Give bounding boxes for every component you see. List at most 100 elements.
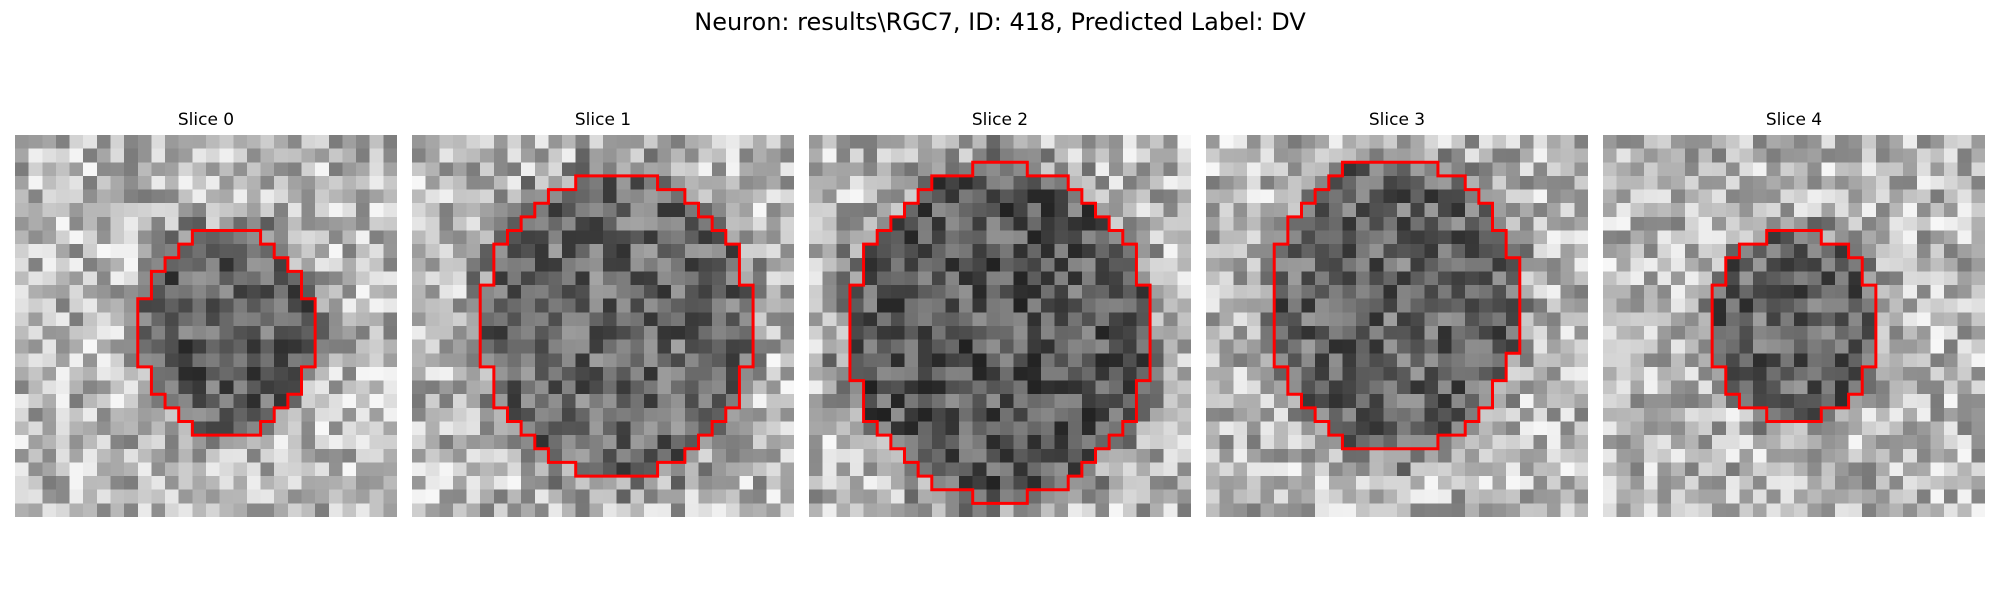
slice-pixel bbox=[301, 503, 316, 517]
slice-pixel bbox=[342, 421, 357, 436]
slice-pixel bbox=[315, 366, 330, 381]
slice-pixel bbox=[1957, 353, 1972, 368]
slice-pixel bbox=[28, 394, 43, 409]
slice-pixel bbox=[507, 271, 522, 286]
slice-pixel bbox=[548, 298, 563, 313]
slice-pixel bbox=[1930, 257, 1945, 272]
slice-pixel bbox=[315, 285, 330, 299]
slice-pixel bbox=[1753, 285, 1767, 299]
slice-pixel bbox=[836, 462, 851, 477]
slice-pixel bbox=[698, 244, 713, 259]
slice-pixel bbox=[1260, 366, 1275, 381]
slice-pixel bbox=[412, 435, 426, 450]
slice-pixel bbox=[301, 435, 316, 450]
slice-pixel bbox=[1233, 489, 1248, 504]
slice-pixel bbox=[1397, 271, 1411, 286]
slice-pixel bbox=[206, 339, 220, 354]
slice-pixel bbox=[1766, 448, 1781, 463]
slice-pixel bbox=[780, 257, 794, 272]
slice-pixel bbox=[1630, 366, 1645, 381]
slice-pixel bbox=[822, 285, 837, 299]
slice-pixel bbox=[1274, 366, 1289, 381]
slice-pixel bbox=[780, 435, 794, 450]
slice-pixel bbox=[1875, 489, 1890, 504]
slice-pixel bbox=[931, 407, 946, 422]
slice-pixel bbox=[725, 285, 740, 299]
slice-pixel bbox=[904, 271, 919, 286]
slice-pixel bbox=[1807, 135, 1822, 149]
slice-pixel bbox=[206, 135, 220, 149]
slice-pixel bbox=[1040, 407, 1055, 422]
slice-panel-2: Slice 2 bbox=[809, 105, 1191, 520]
slice-pixel bbox=[1465, 435, 1480, 450]
slice-pixel bbox=[904, 476, 919, 490]
slice-pixel bbox=[192, 476, 207, 490]
slice-pixel bbox=[1437, 394, 1452, 409]
slice-pixel bbox=[684, 421, 699, 436]
slice-pixel bbox=[1301, 394, 1316, 409]
slice-pixel bbox=[1916, 366, 1931, 381]
slice-pixel bbox=[1274, 312, 1289, 327]
slice-pixel bbox=[1122, 216, 1137, 231]
slice-pixel bbox=[521, 394, 536, 409]
slice-pixel bbox=[1206, 203, 1220, 218]
slice-pixel bbox=[1930, 503, 1945, 517]
slice-pixel bbox=[1643, 489, 1658, 504]
slice-pixel bbox=[1177, 216, 1191, 231]
slice-pixel bbox=[739, 353, 754, 368]
slice-pixel bbox=[753, 435, 767, 450]
slice-pixel bbox=[643, 271, 658, 286]
slice-pixel bbox=[1753, 203, 1767, 218]
slice-pixel bbox=[1671, 216, 1686, 231]
slice-pixel bbox=[1903, 435, 1918, 450]
slice-pixel bbox=[246, 421, 261, 436]
slice-pixel bbox=[274, 189, 289, 204]
slice-pixel bbox=[1821, 148, 1836, 163]
slice-pixel bbox=[1054, 312, 1069, 327]
slice-pixel bbox=[260, 448, 275, 463]
slice-pixel bbox=[1916, 175, 1931, 190]
slice-pixel bbox=[165, 298, 179, 313]
slice-pixel bbox=[657, 216, 672, 231]
slice-pixel bbox=[137, 421, 152, 436]
slice-pixel bbox=[766, 421, 781, 436]
slice-pixel bbox=[1547, 339, 1561, 354]
slice-pixel bbox=[1698, 285, 1713, 299]
slice-pixel bbox=[575, 244, 590, 259]
slice-pixel bbox=[137, 189, 152, 204]
slice-pixel bbox=[1287, 230, 1302, 245]
slice-pixel bbox=[671, 448, 686, 463]
slice-pixel bbox=[1410, 462, 1425, 477]
slice-pixel bbox=[603, 489, 617, 504]
slice-pixel bbox=[1163, 135, 1178, 149]
slice-pixel bbox=[1122, 312, 1137, 327]
slice-pixel bbox=[1150, 203, 1164, 218]
slice-pixel bbox=[698, 271, 713, 286]
slice-pixel bbox=[1766, 353, 1781, 368]
slice-pixel bbox=[1109, 175, 1124, 190]
slice-pixel bbox=[986, 407, 1001, 422]
slice-pixel bbox=[890, 353, 905, 368]
slice-pixel bbox=[1766, 244, 1781, 259]
slice-pixel bbox=[1081, 421, 1096, 436]
slice-pixel bbox=[1369, 285, 1384, 299]
slice-pixel bbox=[452, 148, 467, 163]
slice-pixel bbox=[83, 339, 98, 354]
slice-pixel bbox=[1574, 380, 1588, 395]
slice-pixel bbox=[15, 230, 29, 245]
slice-pixel bbox=[1478, 162, 1493, 177]
slice-pixel bbox=[1109, 435, 1124, 450]
slice-pixel bbox=[315, 189, 330, 204]
slice-pixel bbox=[1369, 230, 1384, 245]
slice-pixel bbox=[1780, 394, 1795, 409]
slice-pixel bbox=[534, 380, 549, 395]
slice-pixel bbox=[1630, 421, 1645, 436]
slice-pixel bbox=[1054, 503, 1069, 517]
slice-pixel bbox=[753, 216, 767, 231]
slice-pixel bbox=[1465, 407, 1480, 422]
slice-pixel bbox=[439, 503, 454, 517]
slice-pixel bbox=[1903, 339, 1918, 354]
slice-pixel bbox=[1574, 312, 1588, 327]
slice-pixel bbox=[1889, 326, 1904, 340]
slice-pixel bbox=[1163, 244, 1178, 259]
